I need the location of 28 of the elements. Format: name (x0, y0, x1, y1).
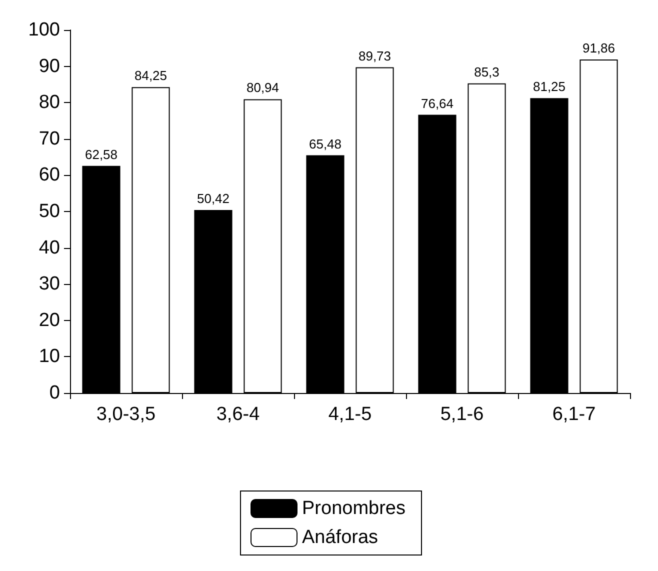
data-label: 81,25 (532, 79, 566, 94)
data-label: 62,58 (84, 146, 118, 162)
y-tick-label: 50 (38, 201, 60, 222)
y-tick-label: 80 (38, 92, 60, 114)
data-label: 65,48 (308, 136, 342, 152)
x-tick-label: 6,1-7 (552, 404, 596, 425)
data-label: 91,86 (582, 40, 616, 56)
y-tick-label: 30 (38, 274, 60, 295)
data-label: 80,94 (246, 80, 280, 96)
y-tick-label: 40 (38, 237, 60, 258)
legend-label: Anáforas (302, 527, 378, 548)
y-tick-label: 10 (38, 346, 60, 368)
y-tick-label: 90 (38, 56, 60, 77)
x-tick-label: 4,1-5 (328, 404, 372, 425)
data-label: 85,3 (474, 64, 500, 80)
y-tick-label: 0 (49, 382, 60, 404)
x-tick-label: 3,6-4 (216, 404, 260, 425)
y-tick-label: 20 (38, 310, 60, 331)
data-label: 50,42 (196, 190, 230, 206)
data-label: 76,64 (420, 96, 454, 111)
y-tick-label: 70 (38, 128, 60, 150)
x-tick-label: 5,1-6 (440, 404, 484, 425)
x-tick-label: 3,0-3,5 (96, 404, 156, 425)
data-label: 89,73 (358, 48, 392, 64)
legend-label: Pronombres (302, 498, 406, 519)
y-tick-label: 60 (38, 164, 60, 186)
data-label: 84,25 (134, 68, 168, 84)
y-tick-label: 100 (28, 20, 60, 40)
